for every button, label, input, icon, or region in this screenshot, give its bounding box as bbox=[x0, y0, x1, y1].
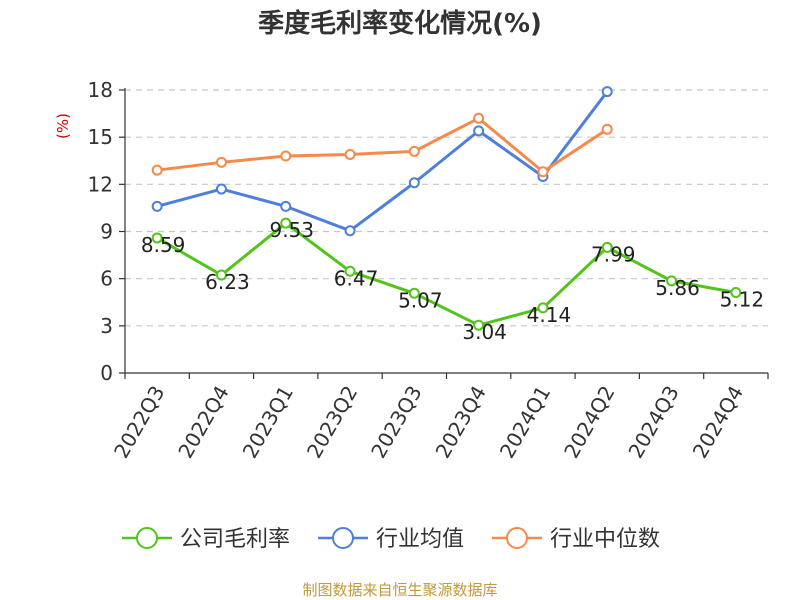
legend-item-2[interactable]: 行业均值 bbox=[318, 527, 464, 552]
series-line bbox=[156, 90, 609, 233]
series-point bbox=[280, 150, 292, 162]
y-tick-label: 0 bbox=[100, 361, 113, 385]
series-point bbox=[215, 156, 227, 168]
series-point bbox=[473, 112, 485, 124]
series-point bbox=[408, 145, 420, 157]
x-tick-label: 2022Q4 bbox=[173, 382, 233, 463]
data-label: 7.99 bbox=[591, 242, 636, 266]
series-3 bbox=[151, 112, 613, 178]
y-axis-unit-label: (%) bbox=[54, 113, 72, 139]
legend-label: 行业均值 bbox=[376, 527, 464, 552]
series-point bbox=[473, 125, 485, 137]
y-tick-label: 12 bbox=[88, 172, 113, 196]
series-point bbox=[601, 241, 613, 253]
legend-item-3[interactable]: 行业中位数 bbox=[492, 527, 660, 552]
legend-marker bbox=[506, 527, 528, 549]
legend[interactable]: 公司毛利率 行业均值 行业中位数 bbox=[122, 527, 660, 552]
data-label: 9.53 bbox=[269, 218, 314, 242]
data-label: 8.59 bbox=[141, 233, 186, 257]
series-point bbox=[666, 275, 678, 287]
data-label: 5.86 bbox=[655, 276, 700, 300]
legend-label: 行业中位数 bbox=[550, 527, 660, 552]
series-line bbox=[156, 221, 737, 327]
y-tick-label: 6 bbox=[100, 267, 113, 291]
legend-marker bbox=[332, 527, 354, 549]
series-point bbox=[151, 164, 163, 176]
series-point bbox=[344, 265, 356, 277]
x-tick-label: 2023Q2 bbox=[302, 382, 362, 463]
data-label: 6.23 bbox=[205, 270, 250, 294]
series-point bbox=[730, 287, 742, 299]
grid-lines bbox=[125, 89, 768, 327]
data-label: 4.14 bbox=[527, 303, 572, 327]
series-point bbox=[601, 123, 613, 135]
data-labels: 8.59 6.23 9.53 6.47 5.07 3.04 4.14 7.99 5.86 5.12 bbox=[141, 218, 764, 344]
axes bbox=[119, 88, 769, 379]
series-group bbox=[151, 86, 742, 331]
series-point bbox=[215, 183, 227, 195]
y-tick-label: 3 bbox=[100, 314, 113, 338]
series-point bbox=[344, 225, 356, 237]
x-tick-label: 2023Q1 bbox=[238, 382, 298, 463]
legend-item-1[interactable]: 公司毛利率 bbox=[122, 527, 290, 552]
series-1 bbox=[151, 217, 742, 331]
data-label: 3.04 bbox=[462, 320, 507, 344]
x-tick-label: 2024Q3 bbox=[623, 382, 683, 463]
y-tick-label: 9 bbox=[100, 220, 113, 244]
series-point bbox=[151, 200, 163, 212]
x-tick-label: 2023Q4 bbox=[431, 382, 491, 463]
series-line bbox=[156, 116, 609, 174]
series-point bbox=[537, 166, 549, 178]
x-tick-label: 2022Q3 bbox=[109, 382, 169, 463]
x-tick-label: 2024Q1 bbox=[495, 382, 555, 463]
y-tick-labels: 0 3 6 9 12 15 18 bbox=[88, 78, 113, 385]
chart-title: 季度毛利率变化情况(%) bbox=[258, 8, 542, 39]
source-note: 制图数据来自恒生聚源数据库 bbox=[302, 581, 497, 599]
series-point bbox=[344, 148, 356, 160]
y-tick-label: 15 bbox=[88, 125, 113, 149]
legend-marker bbox=[136, 527, 158, 549]
series-point bbox=[537, 302, 549, 314]
x-tick-label: 2023Q3 bbox=[366, 382, 426, 463]
legend-label: 公司毛利率 bbox=[180, 527, 290, 552]
y-tick-label: 18 bbox=[88, 78, 113, 102]
series-point bbox=[408, 177, 420, 189]
data-label: 5.07 bbox=[398, 288, 443, 312]
series-point bbox=[601, 86, 613, 98]
series-point bbox=[151, 232, 163, 244]
data-label: 6.47 bbox=[334, 266, 379, 290]
series-point bbox=[215, 269, 227, 281]
series-point bbox=[408, 287, 420, 299]
series-point bbox=[473, 319, 485, 331]
data-label: 5.12 bbox=[720, 288, 765, 312]
series-point bbox=[280, 200, 292, 212]
x-tick-labels: 2022Q3 2022Q4 2023Q1 2023Q2 2023Q3 2023Q4 2024… bbox=[109, 382, 748, 463]
x-tick-label: 2024Q4 bbox=[688, 382, 748, 463]
x-tick-label: 2024Q2 bbox=[559, 382, 619, 463]
series-point bbox=[280, 217, 292, 229]
